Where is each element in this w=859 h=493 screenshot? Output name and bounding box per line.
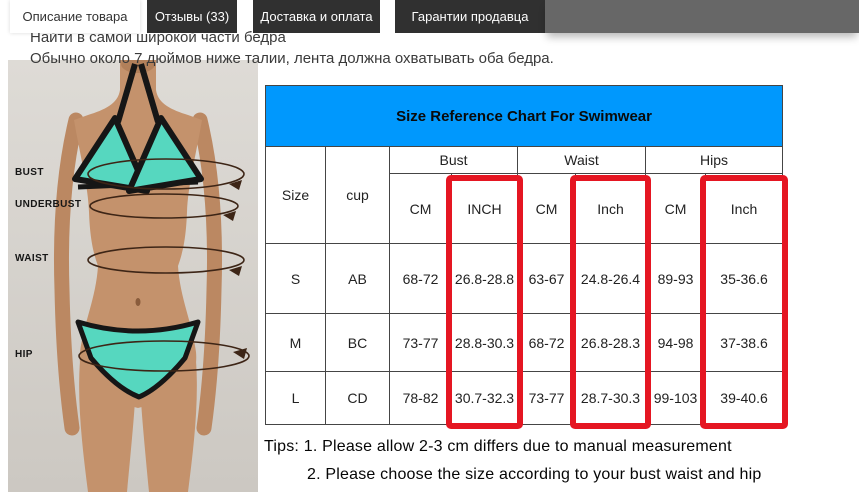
waist-tape-ellipse	[87, 246, 245, 274]
description-line-2: Обычно около 7 дюймов ниже талии, лента …	[30, 50, 554, 67]
measurement-tape-lines	[78, 158, 250, 372]
body-figure-illustration	[8, 60, 258, 492]
tab-shipping-payment[interactable]: Доставка и оплата	[253, 0, 380, 33]
col-header-waist-cm: CM	[517, 173, 576, 244]
cell-hips-inch: 37-38.6	[704, 313, 784, 372]
model-measurement-photo: BUST UNDERBUST WAIST HIP	[8, 60, 258, 492]
size-chart-table: Size Reference Chart For Swimwear Size c…	[264, 85, 784, 425]
col-header-hips-inch: Inch	[704, 173, 784, 244]
cell-size: L	[265, 371, 326, 425]
col-header-waist-inch: Inch	[575, 173, 646, 244]
tab-bar-filler	[545, 0, 859, 33]
cell-bust-inch: 28.8-30.3	[451, 313, 518, 372]
cell-waist-cm: 73-77	[517, 371, 576, 425]
waist-arrow-icon	[229, 266, 242, 276]
waist-label: WAIST	[15, 253, 49, 264]
col-group-hips: Hips	[644, 146, 784, 174]
left-arm	[54, 112, 84, 436]
right-arm	[192, 112, 222, 436]
cell-waist-cm: 68-72	[517, 313, 576, 372]
cell-hips-cm: 89-93	[645, 243, 706, 314]
cell-hips-cm: 99-103	[645, 371, 706, 425]
col-header-hips-cm: CM	[645, 173, 706, 244]
tab-bar: Описание товара Отзывы (33) Доставка и о…	[0, 0, 859, 33]
cell-bust-cm: 68-72	[389, 243, 452, 314]
cell-cup: CD	[325, 371, 390, 425]
bust-arrow-icon	[229, 180, 242, 190]
size-chart-title: Size Reference Chart For Swimwear	[264, 85, 784, 147]
cell-waist-inch: 26.8-28.3	[575, 313, 646, 372]
cell-waist-inch: 28.7-30.3	[575, 371, 646, 425]
cell-hips-inch: 39-40.6	[704, 371, 784, 425]
tips-line-2: 2. Please choose the size according to y…	[307, 466, 762, 483]
bust-label: BUST	[15, 167, 44, 178]
underbust-arrow-icon	[223, 211, 236, 221]
col-header-bust-cm: CM	[389, 173, 452, 244]
bikini-top-right-cup	[126, 115, 204, 194]
table-row-s: S AB 68-72 26.8-28.8 63-67 24.8-26.4 89-…	[265, 243, 784, 314]
col-group-bust: Bust	[389, 146, 518, 174]
underbust-tape-ellipse	[89, 193, 239, 219]
hip-label: HIP	[15, 349, 33, 360]
tab-product-description[interactable]: Описание товара	[10, 0, 140, 33]
chin-shadow	[121, 60, 155, 73]
cell-cup: AB	[325, 243, 390, 314]
cell-size: S	[265, 243, 326, 314]
cell-waist-cm: 63-67	[517, 243, 576, 314]
left-leg	[79, 350, 135, 492]
description-line-1: Найти в самой широкой части бедра	[30, 29, 286, 46]
col-header-size: Size	[265, 146, 326, 244]
right-leg	[141, 350, 197, 492]
tips-line-1: Tips: 1. Please allow 2-3 cm differs due…	[264, 438, 732, 455]
col-header-bust-inch: INCH	[451, 173, 518, 244]
tape-arrowheads	[223, 180, 247, 359]
table-row-l: L CD 78-82 30.7-32.3 73-77 28.7-30.3 99-…	[265, 371, 784, 425]
cell-bust-inch: 30.7-32.3	[451, 371, 518, 425]
col-group-waist: Waist	[517, 146, 646, 174]
cell-bust-inch: 26.8-28.8	[451, 243, 518, 314]
cell-hips-inch: 35-36.6	[704, 243, 784, 314]
underbust-label: UNDERBUST	[15, 199, 82, 210]
hip-arrow-icon	[233, 348, 247, 359]
cell-size: M	[265, 313, 326, 372]
cell-bust-cm: 78-82	[389, 371, 452, 425]
tab-seller-guarantees[interactable]: Гарантии продавца	[395, 0, 545, 33]
table-row-m: M BC 73-77 28.8-30.3 68-72 26.8-28.3 94-…	[265, 313, 784, 372]
cell-bust-cm: 73-77	[389, 313, 452, 372]
size-chart: Size Reference Chart For Swimwear Size c…	[264, 85, 784, 425]
cell-waist-inch: 24.8-26.4	[575, 243, 646, 314]
bust-tape-ellipse	[87, 158, 245, 190]
cell-hips-cm: 94-98	[645, 313, 706, 372]
cell-cup: BC	[325, 313, 390, 372]
hip-tape-ellipse	[78, 340, 250, 372]
navel	[135, 298, 141, 306]
bikini-top-straps	[115, 63, 161, 123]
col-header-cup: cup	[325, 146, 390, 244]
tab-reviews[interactable]: Отзывы (33)	[147, 0, 237, 33]
